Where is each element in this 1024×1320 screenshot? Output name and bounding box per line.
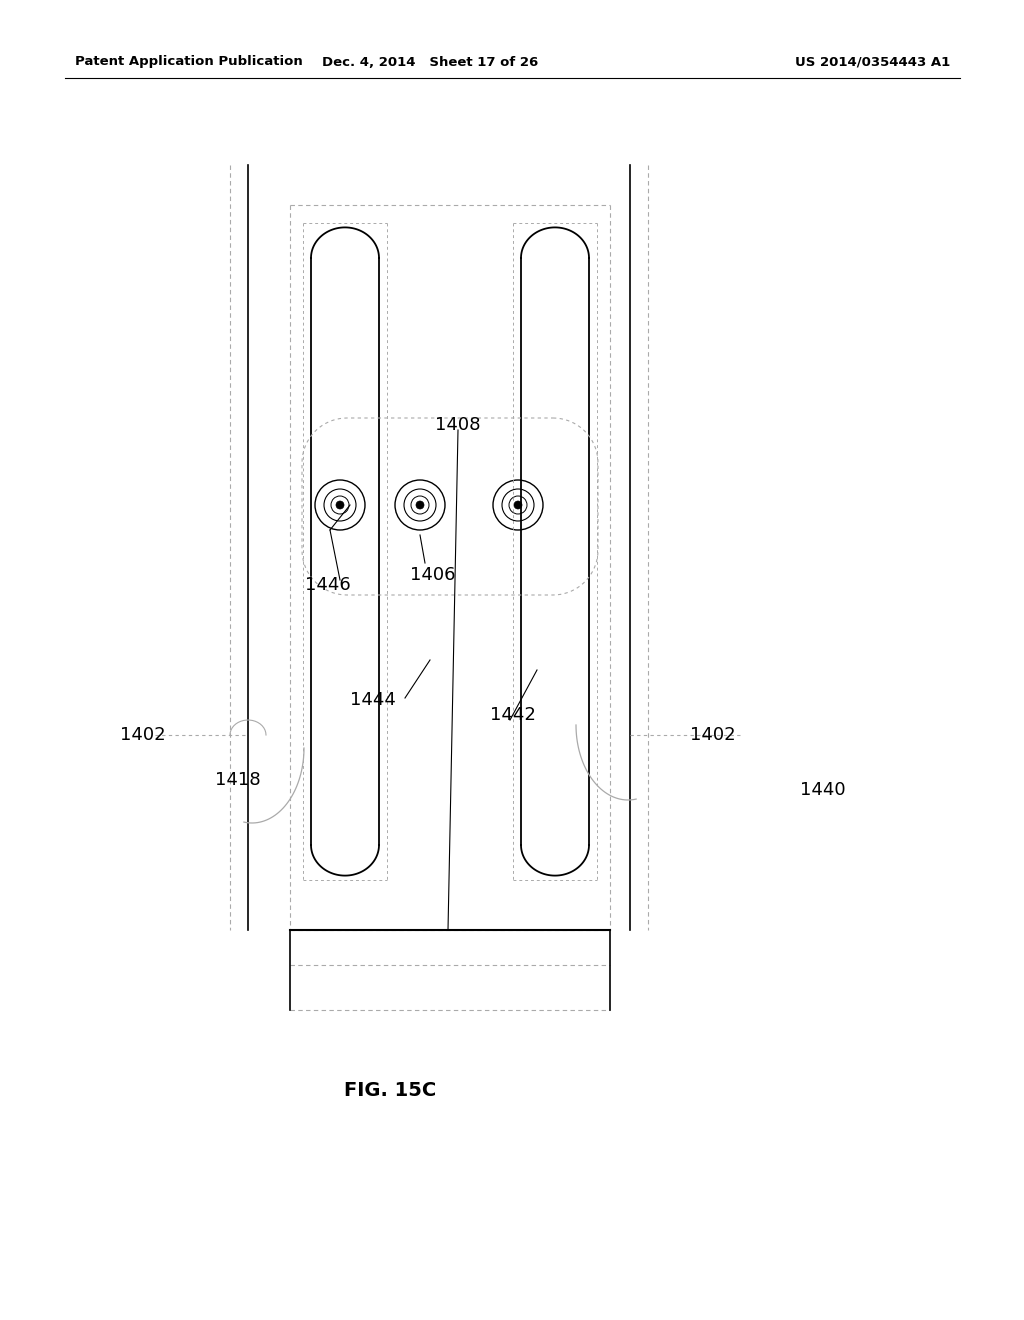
- Circle shape: [416, 502, 424, 510]
- Text: 1442: 1442: [490, 706, 536, 723]
- Text: Patent Application Publication: Patent Application Publication: [75, 55, 303, 69]
- Text: 1418: 1418: [215, 771, 261, 789]
- Text: 1402: 1402: [120, 726, 166, 744]
- Text: 1402: 1402: [690, 726, 735, 744]
- Text: US 2014/0354443 A1: US 2014/0354443 A1: [795, 55, 950, 69]
- Text: Dec. 4, 2014   Sheet 17 of 26: Dec. 4, 2014 Sheet 17 of 26: [322, 55, 539, 69]
- Text: 1408: 1408: [435, 416, 480, 434]
- Circle shape: [514, 502, 522, 510]
- Text: 1440: 1440: [800, 781, 846, 799]
- Circle shape: [336, 502, 344, 510]
- Text: 1444: 1444: [350, 690, 396, 709]
- Text: 1446: 1446: [305, 576, 351, 594]
- Text: 1406: 1406: [410, 566, 456, 583]
- Text: FIG. 15C: FIG. 15C: [344, 1081, 436, 1100]
